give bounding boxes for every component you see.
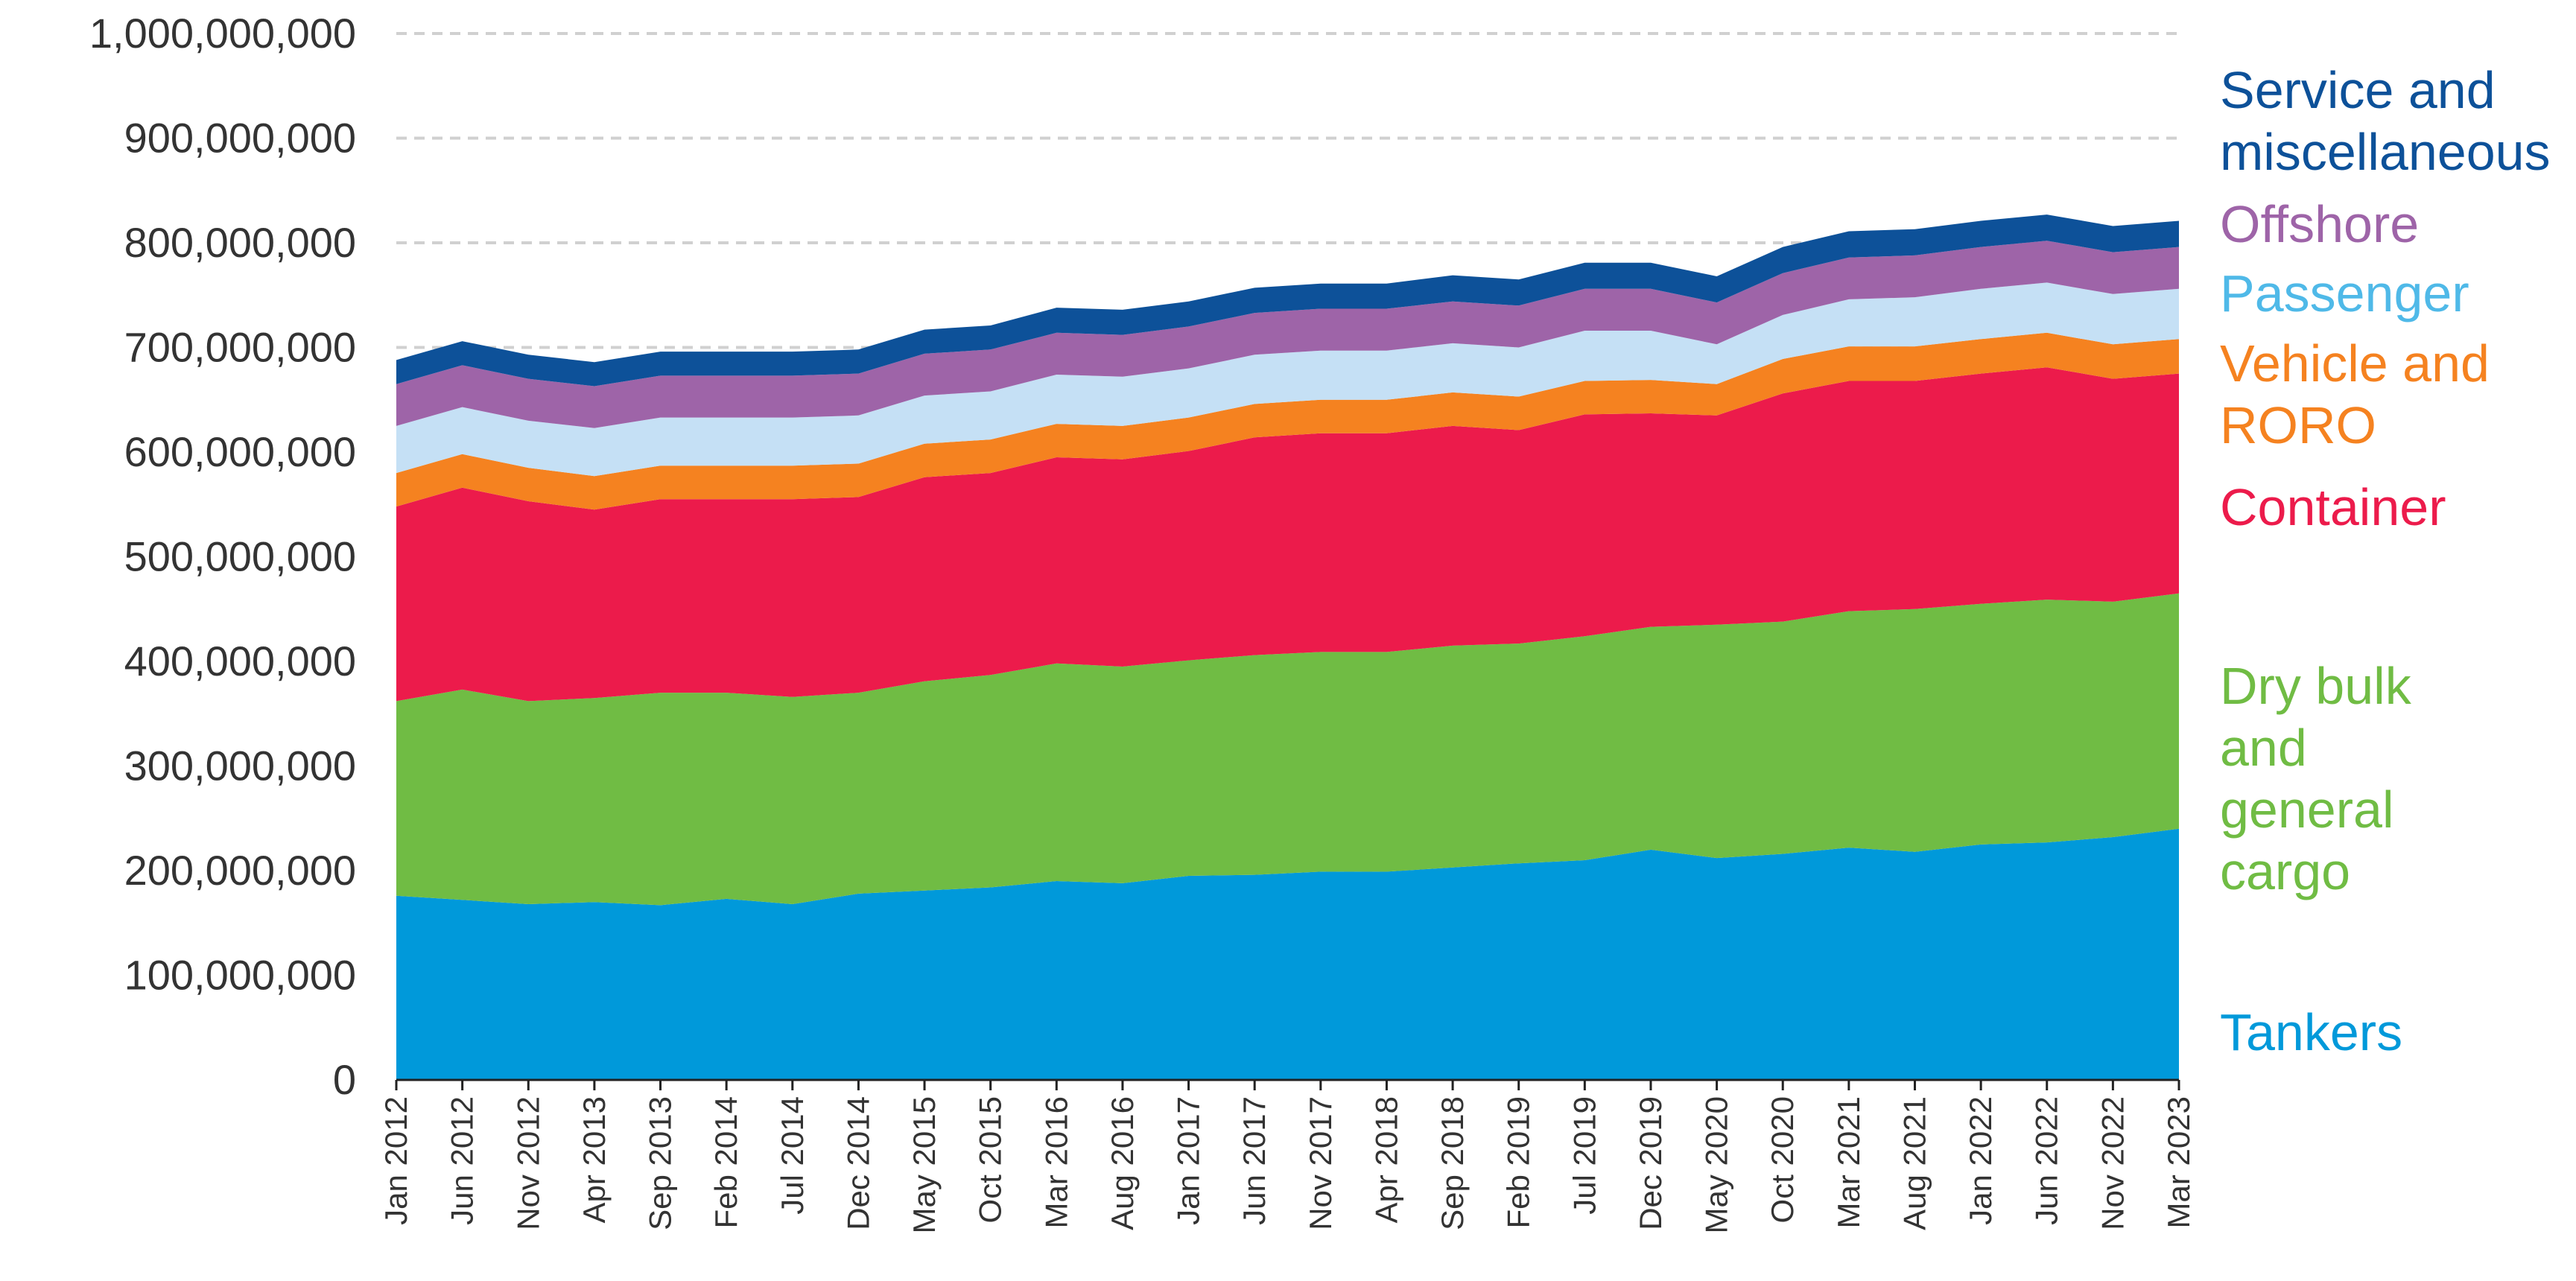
x-tick-label: Nov 2012 [510,1096,545,1230]
y-tick-label: 300,000,000 [124,743,356,789]
x-tick-label: Apr 2018 [1368,1096,1403,1223]
x-tick-label: Apr 2013 [577,1096,612,1223]
x-tick-label: Feb 2019 [1501,1096,1536,1228]
x-tick-label: Mar 2016 [1038,1096,1073,1228]
area-series [396,214,2179,1080]
x-tick-label: May 2015 [907,1096,942,1233]
legend-label: Container [2220,478,2446,536]
x-tick-label: Aug 2016 [1105,1096,1140,1230]
x-tick-label: Mar 2023 [2161,1096,2196,1228]
x-tick-label: Sep 2018 [1435,1096,1470,1230]
area-container [396,367,2179,702]
area-dry-bulk-and-general-cargo [396,593,2179,906]
x-tick-label: Aug 2021 [1897,1096,1932,1230]
legend-label: Dry bulk [2220,657,2412,715]
legend-label: Offshore [2220,195,2419,253]
legend-label: Tankers [2220,1003,2402,1061]
x-tick-label: Feb 2014 [708,1096,743,1228]
x-tick-label: Jul 2014 [775,1096,810,1215]
y-tick-label: 200,000,000 [124,847,356,894]
y-axis-tick-labels: 0 100,000,000 200,000,000 300,000,000 400,00… [89,10,356,1103]
x-tick-label: Dec 2014 [840,1096,875,1230]
x-tick-label: Oct 2020 [1765,1096,1800,1223]
x-tick-label: Jan 2012 [378,1096,413,1225]
area-service-and-miscellaneous [396,214,2179,387]
area-passenger [396,282,2179,477]
x-tick-label: Jun 2012 [445,1096,480,1225]
y-tick-label: 800,000,000 [124,219,356,266]
x-tick-label: Dec 2019 [1633,1096,1668,1230]
legend-label: Vehicle and [2220,334,2490,392]
legend-item: Passenger [2220,264,2469,322]
x-tick-label: Nov 2017 [1303,1096,1338,1230]
x-tick-label: Sep 2013 [643,1096,678,1230]
x-tick-label: Jan 2017 [1171,1096,1206,1225]
legend-item: Offshore [2220,195,2419,253]
x-tick-label: Oct 2015 [973,1096,1008,1223]
y-tick-label: 900,000,000 [124,115,356,162]
legend-label: cargo [2220,842,2350,900]
area-vehicle-and-roro [396,332,2179,510]
legend-item: Container [2220,478,2446,536]
y-tick-label: 700,000,000 [124,324,356,371]
x-tick-label: Mar 2021 [1831,1096,1866,1228]
legend-item: Tankers [2220,1003,2402,1061]
area-offshore [396,241,2179,428]
x-tick-label: Jun 2017 [1237,1096,1272,1225]
legend-label: Passenger [2220,264,2469,322]
legend-label: and [2220,719,2307,777]
legend-label: general [2220,781,2394,839]
area-tankers [396,828,2179,1080]
x-tick-label: Jul 2019 [1567,1096,1602,1215]
y-tick-label: 100,000,000 [124,952,356,999]
y-tick-label: 1,000,000,000 [89,10,356,57]
x-tick-label: Nov 2022 [2095,1096,2130,1230]
axes [395,1078,2180,1090]
y-tick-label: 600,000,000 [124,428,356,475]
y-tick-label: 0 [333,1056,356,1103]
y-tick-label: 400,000,000 [124,638,356,684]
legend-label: miscellaneous [2220,123,2551,181]
x-tick-label: Jan 2022 [1963,1096,1998,1225]
legend-label: Service and [2220,61,2496,119]
legend-label: RORO [2220,396,2376,454]
y-tick-label: 500,000,000 [124,533,356,580]
x-tick-label: May 2020 [1699,1096,1734,1233]
x-tick-label: Jun 2022 [2029,1096,2064,1225]
x-axis-tick-labels: Jan 2012 Jun 2012 Nov 2012 Apr 2013 Sep 2013… [378,1096,2196,1233]
